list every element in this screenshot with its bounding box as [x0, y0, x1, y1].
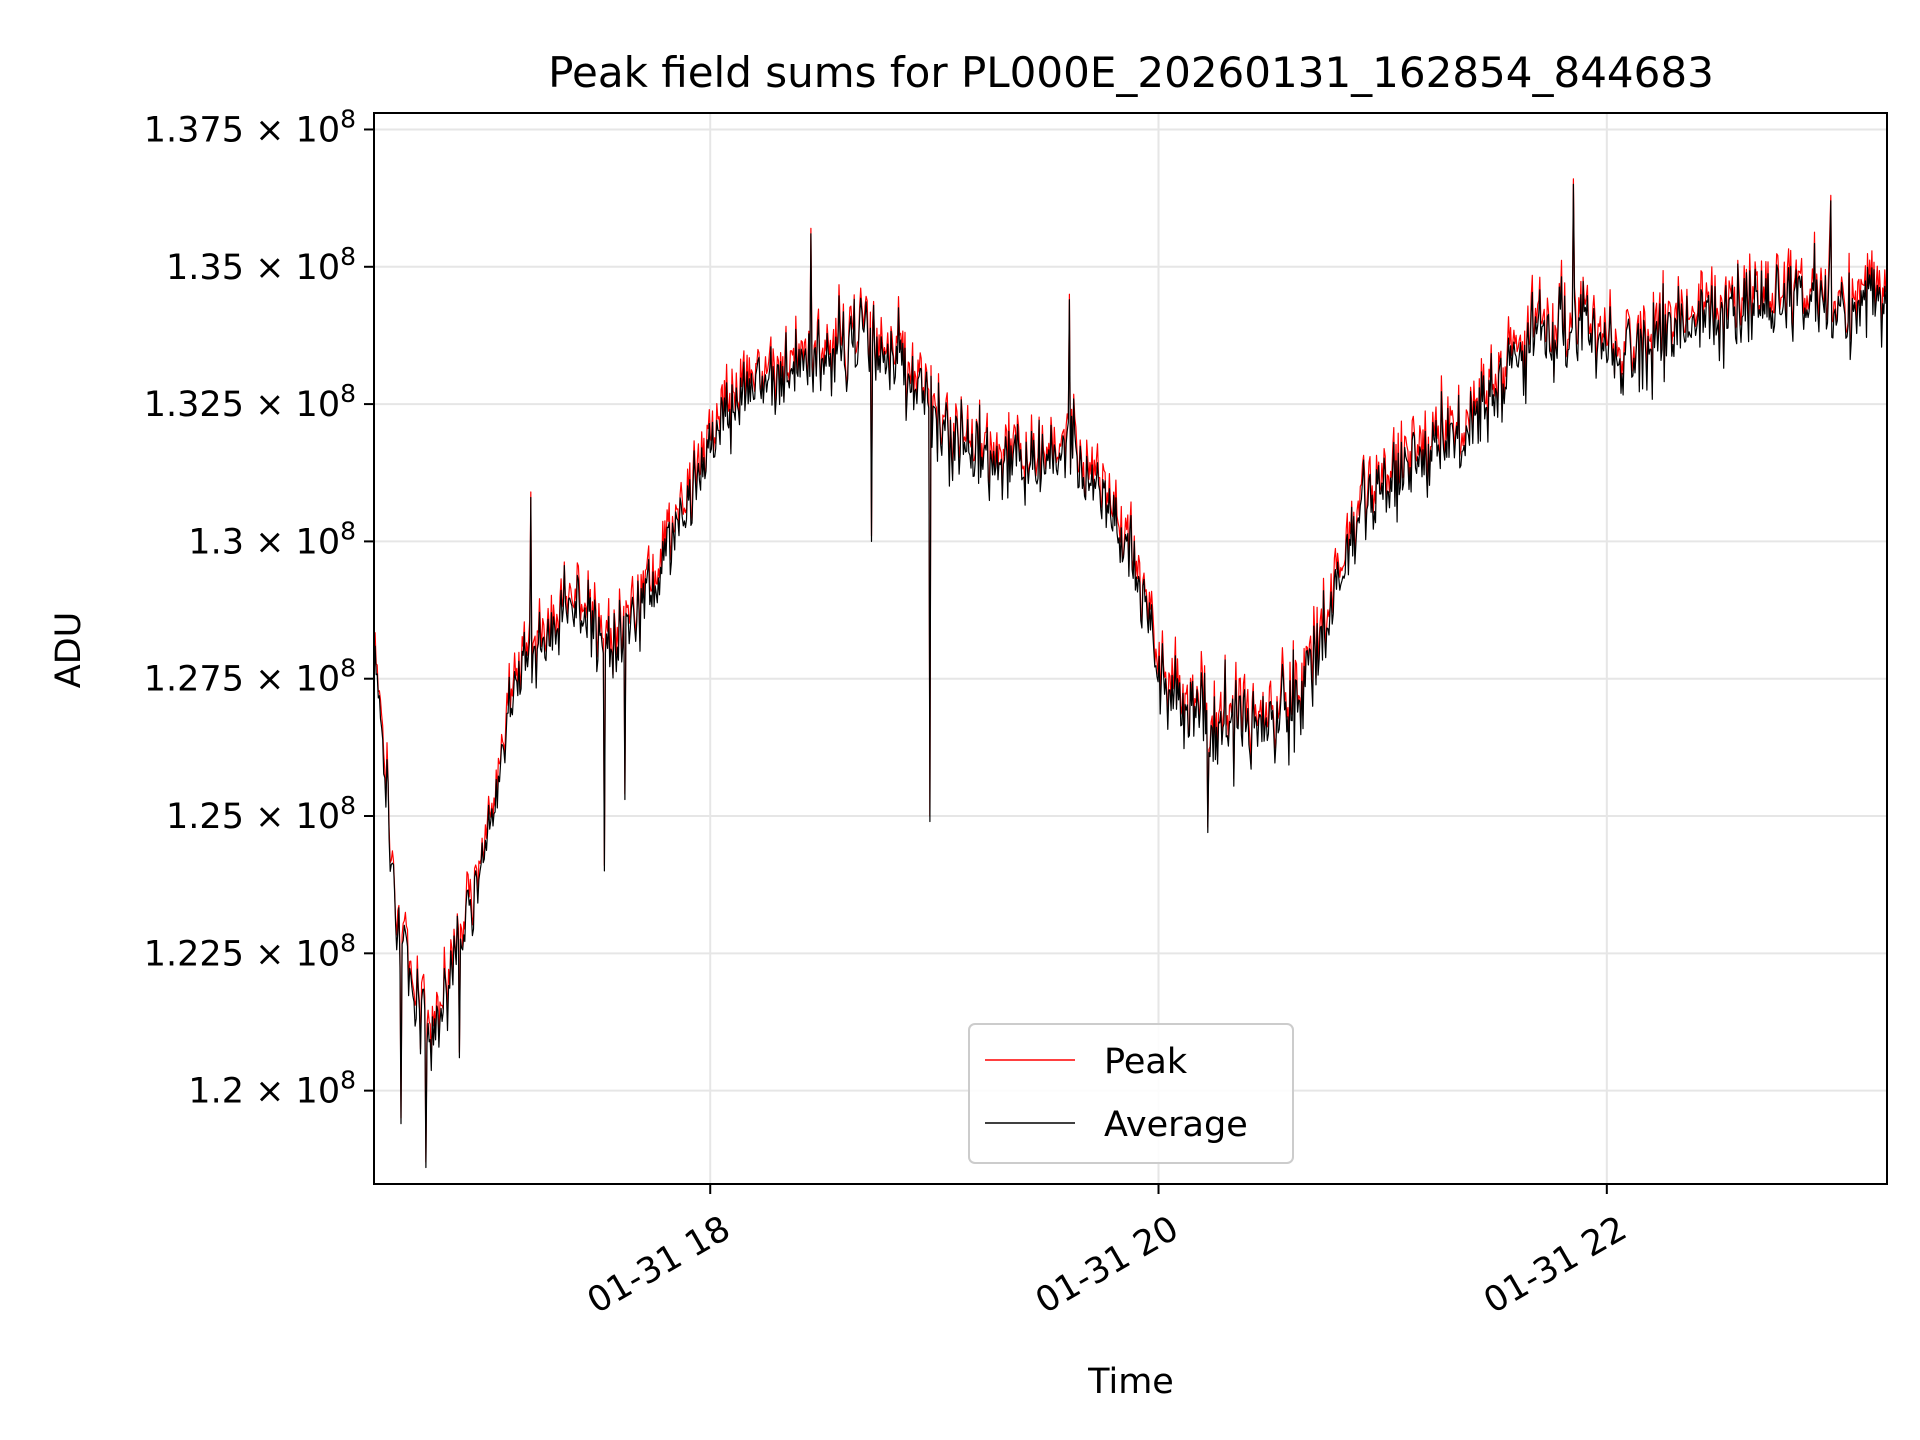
y-tick-mantissa: 1.375	[144, 110, 244, 150]
legend: Peak Average	[968, 1023, 1294, 1164]
y-tick-exponent: 8	[340, 242, 356, 271]
y-tick-suffix: × 10	[244, 797, 340, 837]
y-tick-label: 1.25 × 108	[166, 791, 356, 837]
y-tick-suffix: × 10	[244, 1072, 340, 1112]
y-tick-mantissa: 1.3	[188, 522, 244, 562]
y-tick-suffix: × 10	[244, 385, 340, 425]
legend-box	[968, 1023, 1294, 1164]
y-tick-exponent: 8	[340, 379, 356, 408]
y-tick-suffix: × 10	[244, 660, 340, 700]
y-tick-suffix: × 10	[244, 934, 340, 974]
y-tick-mantissa: 1.275	[144, 660, 244, 700]
y-tick-label: 1.375 × 108	[144, 104, 356, 150]
y-tick-exponent: 8	[340, 791, 356, 820]
y-tick-label: 1.325 × 108	[144, 379, 356, 425]
y-tick-label: 1.225 × 108	[144, 928, 356, 974]
y-tick-exponent: 8	[340, 1066, 356, 1095]
y-tick-exponent: 8	[340, 654, 356, 683]
y-tick-label: 1.3 × 108	[188, 516, 356, 562]
y-tick-mantissa: 1.2	[188, 1072, 244, 1112]
legend-label-peak: Peak	[1104, 1042, 1188, 1082]
y-tick-exponent: 8	[340, 516, 356, 545]
plot-frame	[373, 112, 1888, 1185]
y-tick-label: 1.275 × 108	[144, 654, 356, 700]
chart-title: Peak field sums for PL000E_20260131_1628…	[548, 48, 1714, 97]
y-tick-label: 1.2 × 108	[188, 1066, 356, 1112]
y-tick-suffix: × 10	[244, 248, 340, 288]
y-axis-label: ADU	[49, 612, 89, 689]
series-layer	[374, 178, 1887, 1169]
series-average-line	[374, 183, 1887, 1169]
y-tick-exponent: 8	[340, 104, 356, 133]
y-tick-mantissa: 1.325	[144, 385, 244, 425]
y-tick-mantissa: 1.225	[144, 934, 244, 974]
y-tick-mantissa: 1.35	[166, 248, 244, 288]
y-tick-suffix: × 10	[244, 522, 340, 562]
y-tick-suffix: × 10	[244, 110, 340, 150]
y-tick-mantissa: 1.25	[166, 797, 244, 837]
y-tick-label: 1.35 × 108	[166, 242, 356, 288]
y-tick-exponent: 8	[340, 928, 356, 957]
legend-label-average: Average	[1104, 1105, 1248, 1145]
x-axis-label: Time	[1087, 1362, 1174, 1402]
